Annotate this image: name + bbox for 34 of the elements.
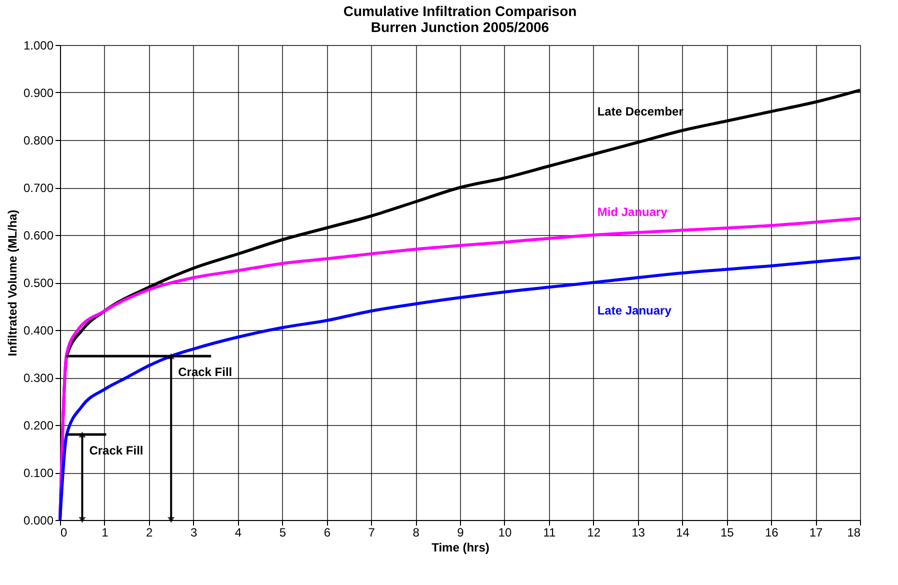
- x-tick-label: 12: [587, 526, 601, 540]
- text: Cumulative Infiltration Comparison: [343, 3, 577, 19]
- y-axis-title: Infiltrated Volume (ML/ha): [5, 210, 20, 356]
- x-tick-label: 4: [234, 526, 242, 540]
- y-tick-label: 0.900: [23, 86, 54, 100]
- x-tick-label: 2: [146, 526, 154, 540]
- x-tick-label: 6: [324, 526, 331, 540]
- text: Burren Junction 2005/2006: [370, 19, 550, 35]
- x-tick-label: 18: [847, 526, 861, 540]
- x-tick-label: 13: [632, 526, 646, 540]
- x-tick-label: 17: [809, 526, 824, 540]
- y-tick-label: 0.100: [23, 466, 54, 480]
- x-tick-label: 11: [543, 526, 556, 540]
- y-tick-label: 0.800: [23, 134, 54, 148]
- x-tick-label: 14: [676, 526, 690, 540]
- y-tick-label: 0.000: [23, 514, 54, 528]
- x-tick-label: 16: [764, 526, 779, 540]
- x-tick-label: 5: [279, 526, 286, 540]
- x-tick-label: 1: [102, 526, 109, 540]
- x-tick-label: 15: [720, 526, 734, 540]
- y-tick-label: 1.000: [23, 38, 54, 52]
- y-tick-label: 0.300: [23, 371, 54, 385]
- y-tick-label: 0.500: [23, 276, 54, 290]
- x-tick-label: 7: [368, 526, 376, 540]
- y-tick-label: 0.200: [23, 418, 54, 432]
- x-tick-label: 10: [498, 526, 512, 540]
- x-tick-label: 9: [457, 526, 464, 540]
- x-axis-title: Time (hrs): [432, 540, 490, 554]
- y-tick-label: 0.700: [23, 181, 54, 195]
- x-tick-label: 3: [190, 526, 198, 540]
- y-tick-label: 0.400: [23, 324, 54, 338]
- x-tick-label: 0: [60, 526, 68, 540]
- x-tick-label: 8: [412, 526, 420, 540]
- y-tick-label: 0.600: [23, 228, 54, 242]
